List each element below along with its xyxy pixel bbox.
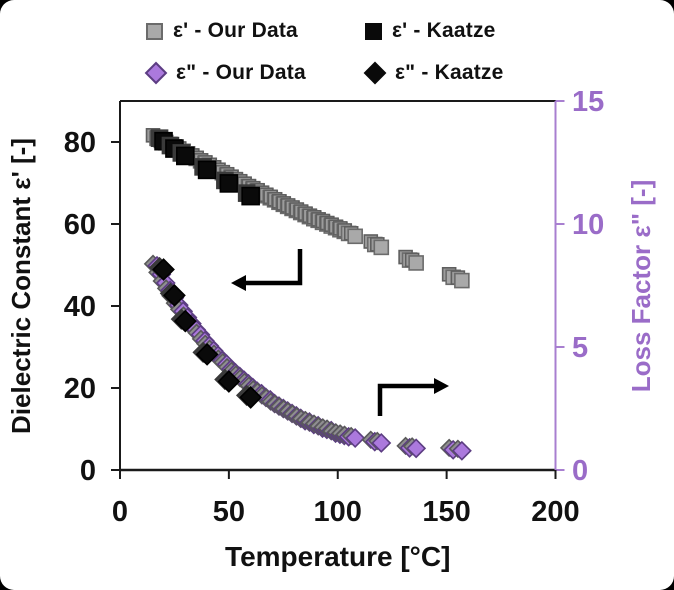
legend-item-epsilon-dprime-our-data: ε" - Our Data [144, 61, 365, 85]
legend-item-epsilon-dprime-kaatze: ε" - Kaatze [363, 61, 504, 85]
legend-label: ε' - Kaatze [392, 19, 496, 42]
right-axis-tick-label: 15 [572, 86, 604, 118]
legend-row-2: ε" - Our Data ε" - Kaatze [0, 52, 674, 94]
x-axis-title: Temperature [°C] [225, 541, 450, 572]
left-axis-tick-label: 60 [64, 209, 96, 241]
series-eps-prime-kaatze [150, 129, 260, 206]
data-point [239, 386, 263, 409]
data-point [152, 258, 175, 281]
epsilon-prime-kaatze-marker-icon [365, 22, 382, 40]
data-point [173, 309, 197, 333]
left-axis-tick-label: 20 [64, 373, 96, 405]
arrow-line [243, 249, 303, 286]
data-point [217, 370, 241, 393]
right-axis-title: Loss Factor ε" [-] [626, 180, 656, 392]
left-axis-tick-label: 40 [64, 291, 96, 323]
chart-legend: ε' - Our Data ε' - Kaatze ε" - Our Data ε" … [0, 10, 674, 94]
data-point [347, 228, 363, 245]
right-axis-tick-label: 0 [572, 455, 588, 487]
data-point [454, 272, 470, 289]
legend-row-1: ε' - Our Data ε' - Kaatze [0, 10, 674, 52]
data-point [371, 432, 392, 453]
right-axis-tick-label: 5 [572, 332, 588, 364]
x-axis-tick-label: 0 [112, 496, 128, 528]
data-point [451, 440, 472, 461]
data-point [197, 160, 217, 180]
legend-label: ε" - Our Data [176, 61, 306, 84]
data-point [373, 239, 390, 256]
data-point [219, 174, 239, 193]
left-axis-title: Dielectric Constant ε' [-] [6, 138, 36, 434]
left-axis-arrow [231, 249, 303, 291]
data-point [408, 255, 424, 271]
series-eps-prime-our-data [145, 128, 470, 289]
x-axis-tick-label: 50 [213, 496, 245, 528]
legend-label: ε" - Kaatze [395, 61, 504, 84]
series-eps-dprime-kaatze [148, 256, 263, 409]
data-point [345, 428, 366, 448]
data-point [163, 283, 186, 307]
data-point [195, 342, 219, 366]
arrow-line [377, 383, 437, 416]
right-axis-tick-label: 10 [572, 209, 604, 241]
legend-item-epsilon-prime-kaatze: ε' - Kaatze [365, 19, 496, 43]
data-point [406, 438, 427, 459]
right-axis-arrow [377, 378, 449, 416]
arrowhead-icon [231, 275, 246, 291]
legend-label: ε' - Our Data [173, 19, 298, 42]
epsilon-prime-our-data-marker-icon [146, 22, 163, 40]
x-axis-tick-label: 200 [531, 496, 579, 528]
series-eps-dprime-our-data [143, 254, 472, 461]
legend-item-epsilon-prime-our-data: ε' - Our Data [146, 19, 365, 43]
x-axis-tick-label: 150 [422, 496, 470, 528]
left-axis-tick-label: 80 [64, 127, 96, 159]
left-axis-tick-label: 0 [80, 455, 96, 487]
data-point [241, 186, 260, 206]
x-axis-tick-label: 100 [314, 496, 362, 528]
data-point [176, 146, 195, 166]
arrowhead-icon [434, 378, 449, 394]
